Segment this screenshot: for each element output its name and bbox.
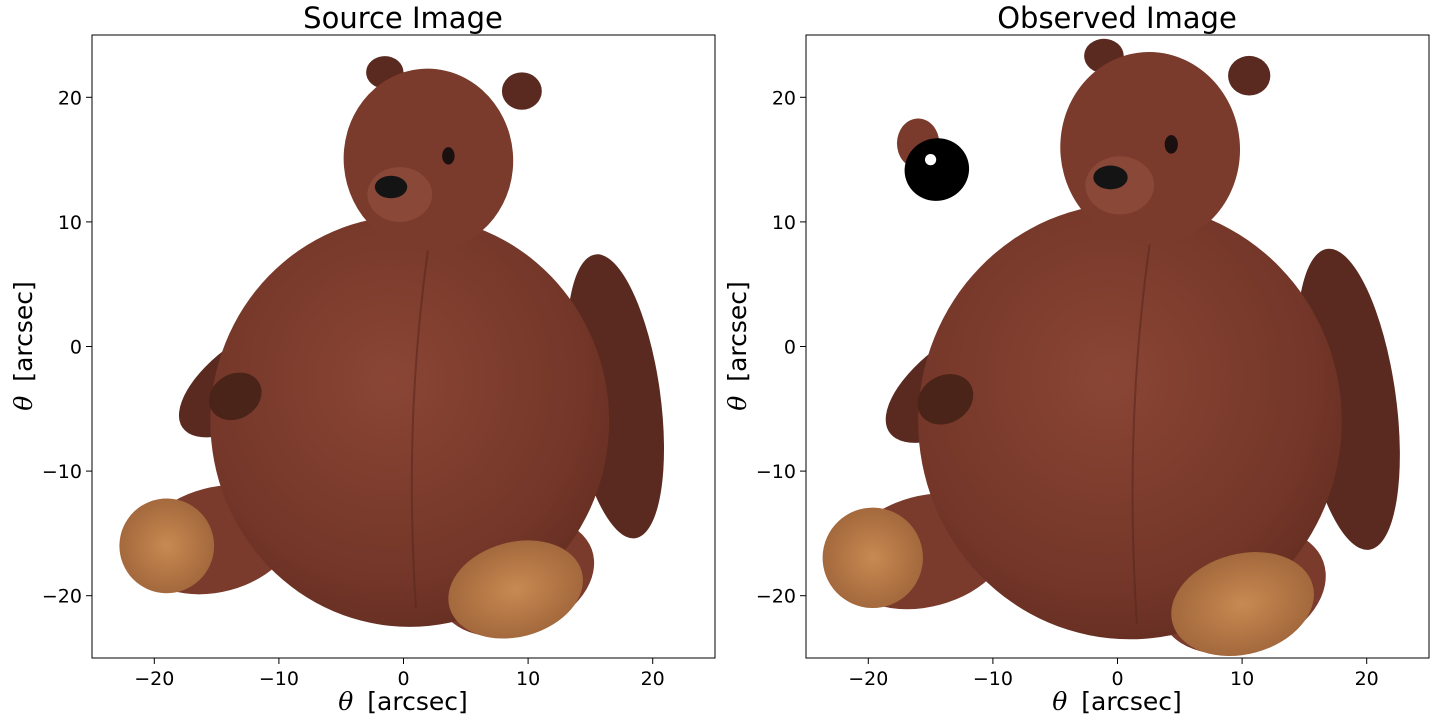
image-area (119, 56, 665, 639)
x-tick-label: 20 (641, 668, 665, 690)
y-tick-label: −10 (42, 461, 82, 483)
y-tick-label: 10 (772, 212, 796, 234)
bear-eye (442, 147, 455, 165)
y-tick-label: 10 (58, 212, 82, 234)
y-tick-label: 20 (772, 87, 796, 109)
y-ticks: −20 −10 0 10 20 (756, 87, 806, 608)
panel-observed: Observed Image −20 −10 0 10 20 −20 −10 0 10 20 θ… (723, 1, 1430, 716)
y-tick-label: −10 (756, 461, 796, 483)
x-tick-label: 20 (1355, 668, 1379, 690)
y-tick-label: 20 (58, 87, 82, 109)
bear-seam (410, 246, 430, 609)
y-tick-label: −20 (42, 586, 82, 608)
bear-left-foot (822, 507, 923, 609)
bear-nose (1093, 165, 1128, 190)
bear-left-paw (209, 372, 262, 421)
x-axis-label: θ [arcsec] (1052, 687, 1182, 716)
y-axis-label: θ[arcsec] (9, 281, 38, 411)
x-tick-label: 10 (516, 668, 540, 690)
y-axis-label: θ[arcsec] (723, 281, 752, 411)
panel-source: Source Image −20 −10 0 10 20 −20 −10 0 10 20 θ [a… (9, 1, 716, 716)
bear-right-foot (1171, 552, 1314, 657)
x-tick-label: 0 (1111, 668, 1123, 690)
x-axis-label: θ [arcsec] (338, 687, 468, 716)
bear-body (918, 203, 1342, 640)
x-tick-label: −20 (848, 668, 888, 690)
y-tick-label: 0 (784, 337, 796, 359)
y-tick-label: 0 (70, 337, 82, 359)
bear-body (210, 215, 610, 627)
x-tick-label: −10 (973, 668, 1013, 690)
bear-left-foot (119, 498, 215, 594)
x-ticks: −20 −10 0 10 20 (848, 658, 1379, 690)
panel-title: Source Image (303, 1, 503, 35)
x-tick-label: 0 (397, 668, 409, 690)
bear-ear-right (501, 72, 542, 110)
bear-image (822, 38, 1400, 657)
bear-eye (1164, 135, 1178, 154)
bear-nose (374, 175, 408, 199)
bear-left-paw (917, 374, 974, 425)
bear-seam (1131, 240, 1152, 624)
bear-ear-right (1228, 55, 1271, 96)
y-ticks: −20 −10 0 10 20 (42, 87, 92, 608)
bear-right-foot (448, 540, 583, 639)
mask-dot (924, 153, 937, 166)
x-tick-label: −20 (134, 668, 174, 690)
image-area (822, 38, 1400, 657)
y-tick-label: −20 (756, 586, 796, 608)
x-tick-label: 10 (1230, 668, 1254, 690)
panel-title: Observed Image (997, 1, 1237, 35)
x-ticks: −20 −10 0 10 20 (134, 658, 665, 690)
x-tick-label: −10 (259, 668, 299, 690)
mask-blob (904, 138, 970, 201)
bear-image (119, 56, 665, 639)
